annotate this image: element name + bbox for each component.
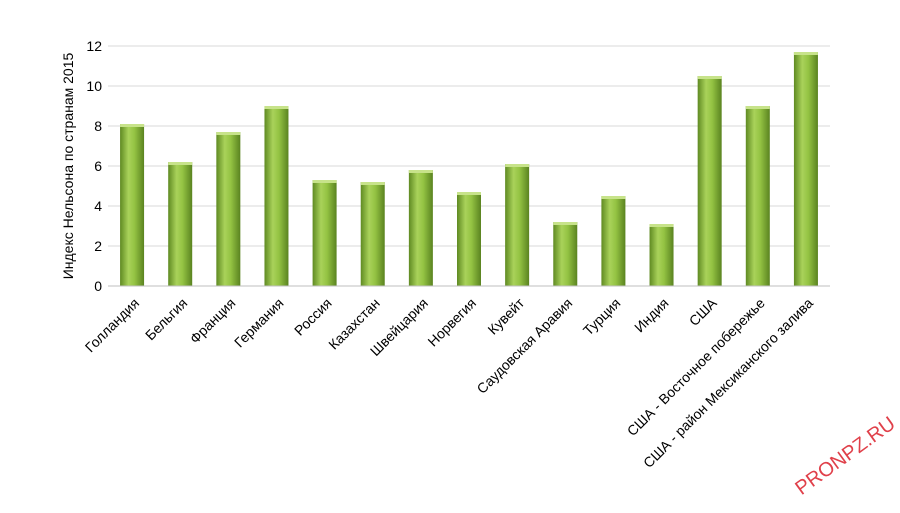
y-tick-label: 10 [86, 78, 102, 94]
bar-top-highlight [601, 196, 626, 199]
bar-top-highlight [697, 76, 722, 79]
bar-top-highlight [505, 164, 530, 167]
x-category-label: Индия [631, 295, 672, 336]
x-category-label: Норвегия [424, 295, 479, 350]
bar [457, 192, 481, 286]
x-category-label: Саудовская Аравия [473, 295, 575, 397]
bar [793, 52, 818, 286]
bar [168, 162, 193, 286]
bar-top-highlight [793, 52, 818, 55]
bar [312, 180, 337, 286]
y-axis-ticks: 0 2 4 6 8 10 12 [86, 38, 102, 294]
y-tick-label: 4 [94, 198, 102, 214]
bar [649, 224, 674, 286]
y-tick-label: 12 [86, 38, 102, 54]
bar-top-highlight [120, 124, 145, 127]
y-axis-title: Индекс Нельсона по странам 2015 [60, 52, 76, 279]
bar [745, 106, 770, 286]
x-category-label: Россия [291, 295, 335, 339]
bar-top-highlight [264, 106, 289, 109]
bar [216, 132, 241, 286]
bar [601, 196, 626, 286]
y-tick-label: 0 [94, 278, 102, 294]
bar [553, 222, 578, 286]
x-category-label: Кувейт [484, 294, 527, 337]
y-tick-label: 6 [94, 158, 102, 174]
y-tick-label: 8 [94, 118, 102, 134]
bar-top-highlight [216, 132, 241, 135]
bar-top-highlight [312, 180, 337, 183]
bar-top-highlight [360, 182, 385, 185]
x-category-label: Турция [580, 295, 624, 339]
watermark-text: PRONPZ.RU [791, 413, 899, 500]
x-category-label: США [686, 294, 721, 329]
bar-top-highlight [553, 222, 578, 225]
y-tick-label: 2 [94, 238, 102, 254]
x-category-label: США - район Мексиканского залива [640, 295, 816, 471]
bar [697, 76, 722, 286]
bar-top-highlight [408, 170, 433, 173]
bar-top-highlight [168, 162, 193, 165]
bars [120, 52, 818, 286]
bar [505, 164, 530, 286]
bar [360, 182, 385, 286]
bar [408, 170, 433, 286]
bar-top-highlight [649, 224, 674, 227]
bar-top-highlight [457, 192, 481, 195]
bar [120, 124, 145, 286]
bar-top-highlight [745, 106, 770, 109]
x-category-label: Голландия [82, 295, 143, 356]
bar [264, 106, 289, 286]
x-category-label: Германия [231, 295, 287, 351]
x-category-label: Бельгия [142, 295, 190, 343]
